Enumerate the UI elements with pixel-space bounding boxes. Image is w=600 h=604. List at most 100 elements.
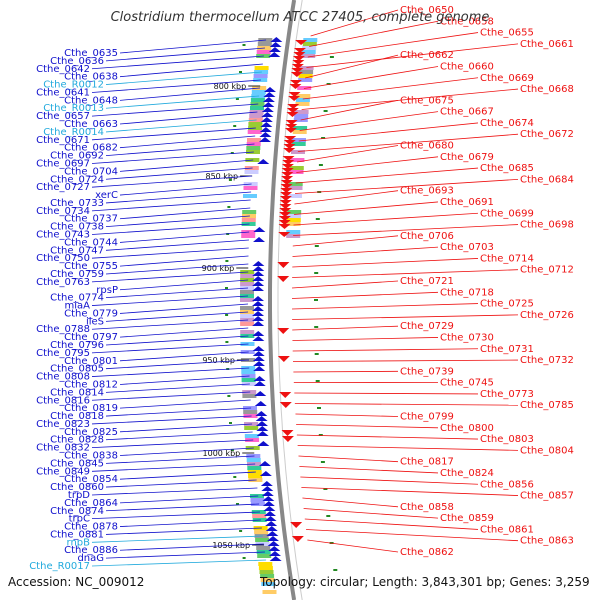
gene-arrow-left <box>265 521 277 526</box>
leader-line-left <box>106 312 248 321</box>
accession-text: Accession: NC_009012 <box>8 575 144 589</box>
gene-label-right: Cthe_0804 <box>520 445 574 456</box>
cog-box-left <box>249 114 263 118</box>
cog-box-left <box>240 282 254 286</box>
leader-line-left <box>92 296 248 306</box>
leader-line-left <box>92 368 249 377</box>
cog-box-left <box>242 218 256 222</box>
gene-arrow-left <box>252 261 264 266</box>
leader-line-right <box>292 292 438 298</box>
gene-label-right: Cthe_0800 <box>440 423 494 434</box>
gene-label-right: Cthe_0862 <box>400 547 454 558</box>
leader-line-right <box>298 446 518 451</box>
leader-line-left <box>120 472 256 479</box>
feature-tick-left <box>225 314 228 316</box>
gene-label-right: Cthe_0732 <box>520 355 574 366</box>
leader-line-left <box>106 552 265 558</box>
cog-box-left <box>243 410 257 414</box>
leader-line-left <box>92 176 252 187</box>
leader-line-left <box>106 456 254 463</box>
feature-tick-left <box>225 287 228 289</box>
kbp-tick-label: 850 kbp <box>205 172 238 181</box>
feature-tick-left <box>233 125 236 127</box>
feature-tick-left <box>229 422 232 424</box>
leader-line-left <box>92 440 253 448</box>
gene-arrow-left <box>262 491 274 496</box>
cog-box-left <box>259 566 273 570</box>
gene-label-right: Cthe_0685 <box>480 163 534 174</box>
leader-line-left <box>106 336 248 345</box>
cog-box-left <box>247 466 261 470</box>
cog-box-left <box>245 170 259 174</box>
cog-box-left <box>248 122 262 126</box>
gene-label-right: Cthe_0730 <box>440 332 494 343</box>
gene-label-right: Cthe_0773 <box>480 389 534 400</box>
feature-tick-right <box>317 407 321 409</box>
leader-line-left <box>120 424 252 432</box>
gene-label-right: Cthe_0662 <box>400 50 454 61</box>
leader-line-left <box>106 504 259 511</box>
gene-arrow-left <box>257 441 269 446</box>
feature-tick-right <box>315 353 319 355</box>
gene-arrow-left <box>269 551 281 556</box>
gene-label-right: Cthe_0856 <box>480 479 534 490</box>
leader-line-right <box>292 315 518 320</box>
feature-tick-left <box>225 260 228 262</box>
gene-label-right: Cthe_0675 <box>400 95 454 106</box>
leader-line-right <box>292 337 438 340</box>
feature-tick-left <box>243 44 246 46</box>
leader-line-left <box>120 112 257 124</box>
leader-line-left <box>120 88 260 100</box>
feature-tick-left <box>236 98 239 100</box>
cog-box-left <box>240 274 254 278</box>
leader-line-right <box>293 360 518 361</box>
gene-label-left: Cthe_R0017 <box>29 561 90 572</box>
leader-line-right <box>292 281 398 288</box>
feature-tick-left <box>239 71 242 73</box>
gene-label-right: Cthe_0861 <box>480 524 534 535</box>
leader-line-left <box>106 408 251 416</box>
feature-tick-left <box>233 476 236 478</box>
gene-arrow-left <box>257 431 269 436</box>
feature-tick-right <box>321 461 325 463</box>
leader-line-left <box>106 384 250 392</box>
gene-label-right: Cthe_0706 <box>400 231 454 242</box>
cog-box-left <box>257 50 271 54</box>
leader-line-right <box>293 213 478 225</box>
cog-box-left <box>244 186 258 190</box>
gene-label-right: Cthe_0725 <box>480 299 534 310</box>
leader-line-left <box>92 320 248 329</box>
gene-arrow-right <box>278 356 290 362</box>
cog-box-left <box>240 330 254 334</box>
gene-arrow-right <box>277 276 289 282</box>
cog-box-left <box>242 210 256 214</box>
leader-line-left <box>92 560 266 566</box>
leader-line-right <box>296 168 478 183</box>
gene-label-right: Cthe_0729 <box>400 321 454 332</box>
gene-label-right: Cthe_0714 <box>480 253 534 264</box>
gene-label-right: Cthe_0718 <box>440 287 494 298</box>
leader-line-right <box>292 258 478 267</box>
leader-line-right <box>292 304 478 309</box>
cog-box-left <box>256 546 270 550</box>
gene-arrow-left <box>255 401 267 406</box>
leader-line-right <box>293 371 398 372</box>
gene-label-right: Cthe_0863 <box>520 536 574 547</box>
gene-label-right: Cthe_0721 <box>400 276 454 287</box>
leader-line-left <box>120 40 266 53</box>
gene-label-right: Cthe_0739 <box>400 366 454 377</box>
leader-line-right <box>293 349 478 351</box>
leader-line-right <box>309 21 438 46</box>
cog-box-left <box>244 426 258 430</box>
gene-label-right: Cthe_0669 <box>480 73 534 84</box>
cog-box-left <box>251 498 265 502</box>
leader-line-left <box>92 512 260 519</box>
cog-box-left <box>254 74 268 78</box>
feature-tick-left <box>227 206 230 208</box>
gene-label-right: Cthe_0672 <box>520 129 574 140</box>
gene-label-right: Cthe_0817 <box>400 457 454 468</box>
feature-tick-right <box>324 110 328 112</box>
cog-box-left <box>240 314 254 318</box>
